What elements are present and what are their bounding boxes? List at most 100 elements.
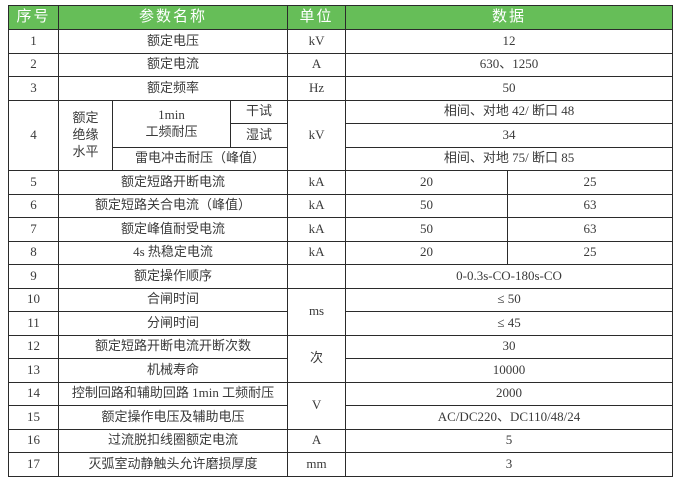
row-no: 12 [8, 334, 59, 359]
data-value: 5 [345, 428, 674, 453]
table-row-6: 6 额定短路关合电流（峰值） kA 50 63 [8, 193, 674, 218]
table-row-3: 3 额定频率 Hz 50 [8, 76, 674, 101]
data-value-left: 50 [345, 217, 509, 242]
table-row-17: 17 灭弧室动静触头允许磨损厚度 mm 3 [8, 452, 674, 477]
row-no: 1 [8, 29, 59, 54]
data-value-left: 20 [345, 240, 509, 265]
unit: kA [287, 170, 347, 195]
param-name: 额定电流 [57, 52, 289, 77]
unit: kA [287, 240, 347, 265]
unit-empty [287, 264, 347, 289]
unit: kA [287, 193, 347, 218]
table-row-2: 2 额定电流 A 630、1250 [8, 52, 674, 77]
param-name: 控制回路和辅助回路 1min 工频耐压 [57, 381, 289, 406]
unit: kV [287, 99, 347, 171]
data-value: 630、1250 [345, 52, 674, 77]
row-no: 6 [8, 193, 59, 218]
table-row-9: 9 额定操作顺序 0-0.3s-CO-180s-CO [8, 264, 674, 289]
row-no: 8 [8, 240, 59, 265]
row-no: 13 [8, 358, 59, 383]
param-name: 额定短路开断电流 [57, 170, 289, 195]
unit: 次 [287, 334, 347, 383]
row-no: 5 [8, 170, 59, 195]
data-value: 50 [345, 76, 674, 101]
data-value-right: 25 [507, 240, 674, 265]
table-row-5: 5 额定短路开断电流 kA 20 25 [8, 170, 674, 195]
param-name: 额定短路关合电流（峰值） [57, 193, 289, 218]
param-name: 额定频率 [57, 76, 289, 101]
unit: mm [287, 452, 347, 477]
unit: Hz [287, 76, 347, 101]
data-value-dry: 相间、对地 42/ 断口 48 [345, 99, 674, 124]
param-name: 合闸时间 [57, 287, 289, 312]
row-no: 4 [8, 99, 59, 171]
param-name: 4s 热稳定电流 [57, 240, 289, 265]
param-name-power-frequency-withstand: 1min 工频耐压 [112, 99, 231, 148]
data-value: AC/DC220、DC110/48/24 [345, 405, 674, 430]
table-row-12: 12 额定短路开断电流开断次数 次 30 [8, 334, 674, 383]
data-value-impulse: 相间、对地 75/ 断口 85 [345, 146, 674, 171]
table-row-4-dry: 4 额定 绝缘 水平 1min 工频耐压 干试 kV 相间、对地 42/ 断口 … [8, 99, 674, 171]
table-row-1: 1 额定电压 kV 12 [8, 29, 674, 54]
param-name: 额定操作顺序 [57, 264, 289, 289]
data-value: 10000 [345, 358, 674, 383]
table-row-16: 16 过流脱扣线圈额定电流 A 5 [8, 428, 674, 453]
row-no: 10 [8, 287, 59, 312]
row-no: 16 [8, 428, 59, 453]
row-no: 3 [8, 76, 59, 101]
row-no: 11 [8, 311, 59, 336]
row-no: 15 [8, 405, 59, 430]
table-row-13: 13 机械寿命 10000 [8, 358, 674, 383]
data-value-wet: 34 [345, 123, 674, 148]
table-row-15: 15 额定操作电压及辅助电压 AC/DC220、DC110/48/24 [8, 405, 674, 430]
data-value: 2000 [345, 381, 674, 406]
row-no: 2 [8, 52, 59, 77]
data-value: 12 [345, 29, 674, 54]
row-no: 17 [8, 452, 59, 477]
header-row: 序号 参数名称 单位 数据 [8, 5, 674, 30]
row-no: 14 [8, 381, 59, 406]
table-row-7: 7 额定峰值耐受电流 kA 50 63 [8, 217, 674, 242]
param-name: 额定电压 [57, 29, 289, 54]
unit: A [287, 52, 347, 77]
data-value-right: 63 [507, 193, 674, 218]
param-name: 额定短路开断电流开断次数 [57, 334, 289, 359]
param-name: 过流脱扣线圈额定电流 [57, 428, 289, 453]
test-type-wet: 湿试 [229, 123, 289, 148]
data-value-right: 63 [507, 217, 674, 242]
data-value: ≤ 45 [345, 311, 674, 336]
unit: kV [287, 29, 347, 54]
row-no: 7 [8, 217, 59, 242]
param-name: 额定操作电压及辅助电压 [57, 405, 289, 430]
param-name: 机械寿命 [57, 358, 289, 383]
column-header-data: 数据 [345, 5, 674, 30]
table-row-8: 8 4s 热稳定电流 kA 20 25 [8, 240, 674, 265]
unit: A [287, 428, 347, 453]
data-value-right: 25 [507, 170, 674, 195]
data-value: 0-0.3s-CO-180s-CO [345, 264, 674, 289]
unit: V [287, 381, 347, 430]
column-header-param-name: 参数名称 [57, 5, 289, 30]
unit: kA [287, 217, 347, 242]
column-header-unit: 单位 [287, 5, 347, 30]
table-row-4-wet: 湿试 34 [9, 123, 674, 148]
data-value-left: 50 [345, 193, 509, 218]
param-name-lightning-impulse: 雷电冲击耐压（峰值） [111, 146, 289, 171]
table-row-11: 11 分闸时间 ≤ 45 [8, 311, 674, 336]
param-name: 灭弧室动静触头允许磨损厚度 [57, 452, 289, 477]
param-group-insulation-level: 额定 绝缘 水平 [58, 99, 113, 171]
data-value-left: 20 [345, 170, 509, 195]
test-type-dry: 干试 [229, 99, 289, 124]
param-name: 分闸时间 [57, 311, 289, 336]
data-value: 3 [345, 452, 674, 477]
data-value: ≤ 50 [345, 287, 674, 312]
column-header-no: 序号 [8, 5, 59, 30]
table-row-14: 14 控制回路和辅助回路 1min 工频耐压 V 2000 [8, 381, 674, 430]
data-value: 30 [345, 334, 674, 359]
unit: ms [287, 287, 347, 336]
row-no: 9 [8, 264, 59, 289]
table-row-4-impulse: 雷电冲击耐压（峰值） 相间、对地 75/ 断口 85 [9, 146, 674, 171]
table-row-10: 10 合闸时间 ms ≤ 50 [8, 287, 674, 336]
spec-table: 序号 参数名称 单位 数据 1 额定电压 kV 12 2 额定电流 A 630、… [8, 5, 674, 477]
param-name: 额定峰值耐受电流 [57, 217, 289, 242]
